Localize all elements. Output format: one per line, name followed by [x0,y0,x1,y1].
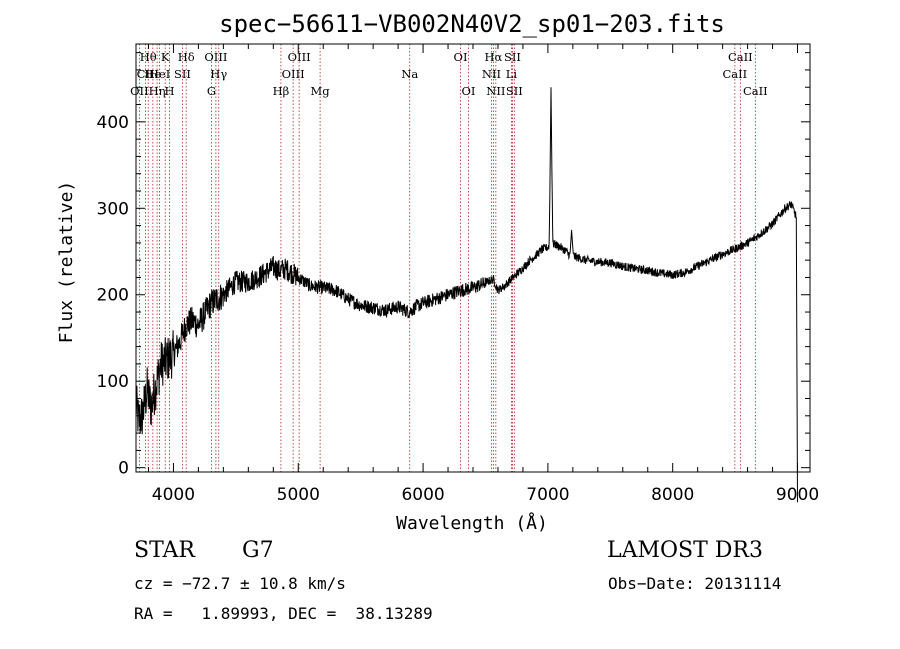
spectral-line-label: SII [506,84,523,98]
spectral-line-labels: Hθ CII OII He Hη K HeI H Hδ SII OIII Hγ G Hβ OIII OIII M… [130,50,768,98]
spectral-line-label: He [144,67,161,81]
object-subclass: G7 [242,538,274,563]
spectral-line-label: CaII [743,84,768,98]
spectral-line-label: NII [482,67,501,81]
spectral-line-label: G [207,84,216,98]
object-class: STAR [134,538,195,563]
spectral-line-label: H [165,84,175,98]
spectral-line-label: OI [454,50,468,64]
plot-frame [135,43,811,473]
spectral-line-label: HeI [149,67,170,81]
spectral-line-label: CaII [728,50,753,64]
spectral-line-label: OIII [288,50,311,64]
y-tick-label: 100 [97,372,129,392]
x-tick-label: 4000 [152,485,195,505]
survey-name: LAMOST DR3 [607,538,763,563]
y-tick-label: 200 [97,286,129,306]
chart-title: spec−56611−VB002N40V2_sp01−203.fits [219,10,725,38]
spectral-line-label: Li [506,67,518,81]
x-tick-label: 9000 [776,485,819,505]
y-tick-label: 0 [118,459,129,479]
observation-date: Obs−Date: 20131114 [608,574,782,593]
x-tick-label: 8000 [651,485,694,505]
spectral-line-label: SII [174,67,191,81]
spectral-line-label: Hδ [178,50,195,64]
spectral-line-label: Hθ [140,50,157,64]
spectral-line-label: Hη [149,84,166,98]
spectral-line-label: OII [130,84,149,98]
redshift-line: cz = −72.7 ± 10.8 km/s [134,574,346,593]
spectral-line-label: OI [462,84,476,98]
spectrum-line [135,87,798,503]
x-tick-label: 7000 [526,485,569,505]
y-axis-ticks: 0 100 200 300 400 [97,52,810,479]
spectral-line-label: Mg [311,84,331,98]
x-tick-label: 6000 [401,485,444,505]
x-tick-label: 5000 [277,485,320,505]
y-axis-label: Flux (relative) [56,181,77,344]
x-axis-ticks: 4000 5000 6000 7000 8000 9000 [147,44,819,505]
spectral-line-markers [138,44,756,472]
spectral-line-label: OIII [204,50,227,64]
spectral-line-label: Hγ [210,67,227,81]
spectral-line-label: NII [486,84,505,98]
spectral-line-label: K [161,50,170,64]
x-axis-label: Wavelength (Å) [396,512,548,534]
spectral-line-label: Na [401,67,418,81]
spectral-line-label: Hα [484,50,502,64]
coordinates-line: RA = 1.89993, DEC = 38.13289 [134,604,433,623]
y-tick-label: 400 [97,113,129,133]
spectral-line-label: CaII [722,67,747,81]
spectral-line-label: SII [504,50,521,64]
y-tick-label: 300 [97,199,129,219]
spectral-line-label: CII [137,67,155,81]
spectral-line-label: OIII [282,67,305,81]
spectral-line-label: Hβ [273,84,290,98]
